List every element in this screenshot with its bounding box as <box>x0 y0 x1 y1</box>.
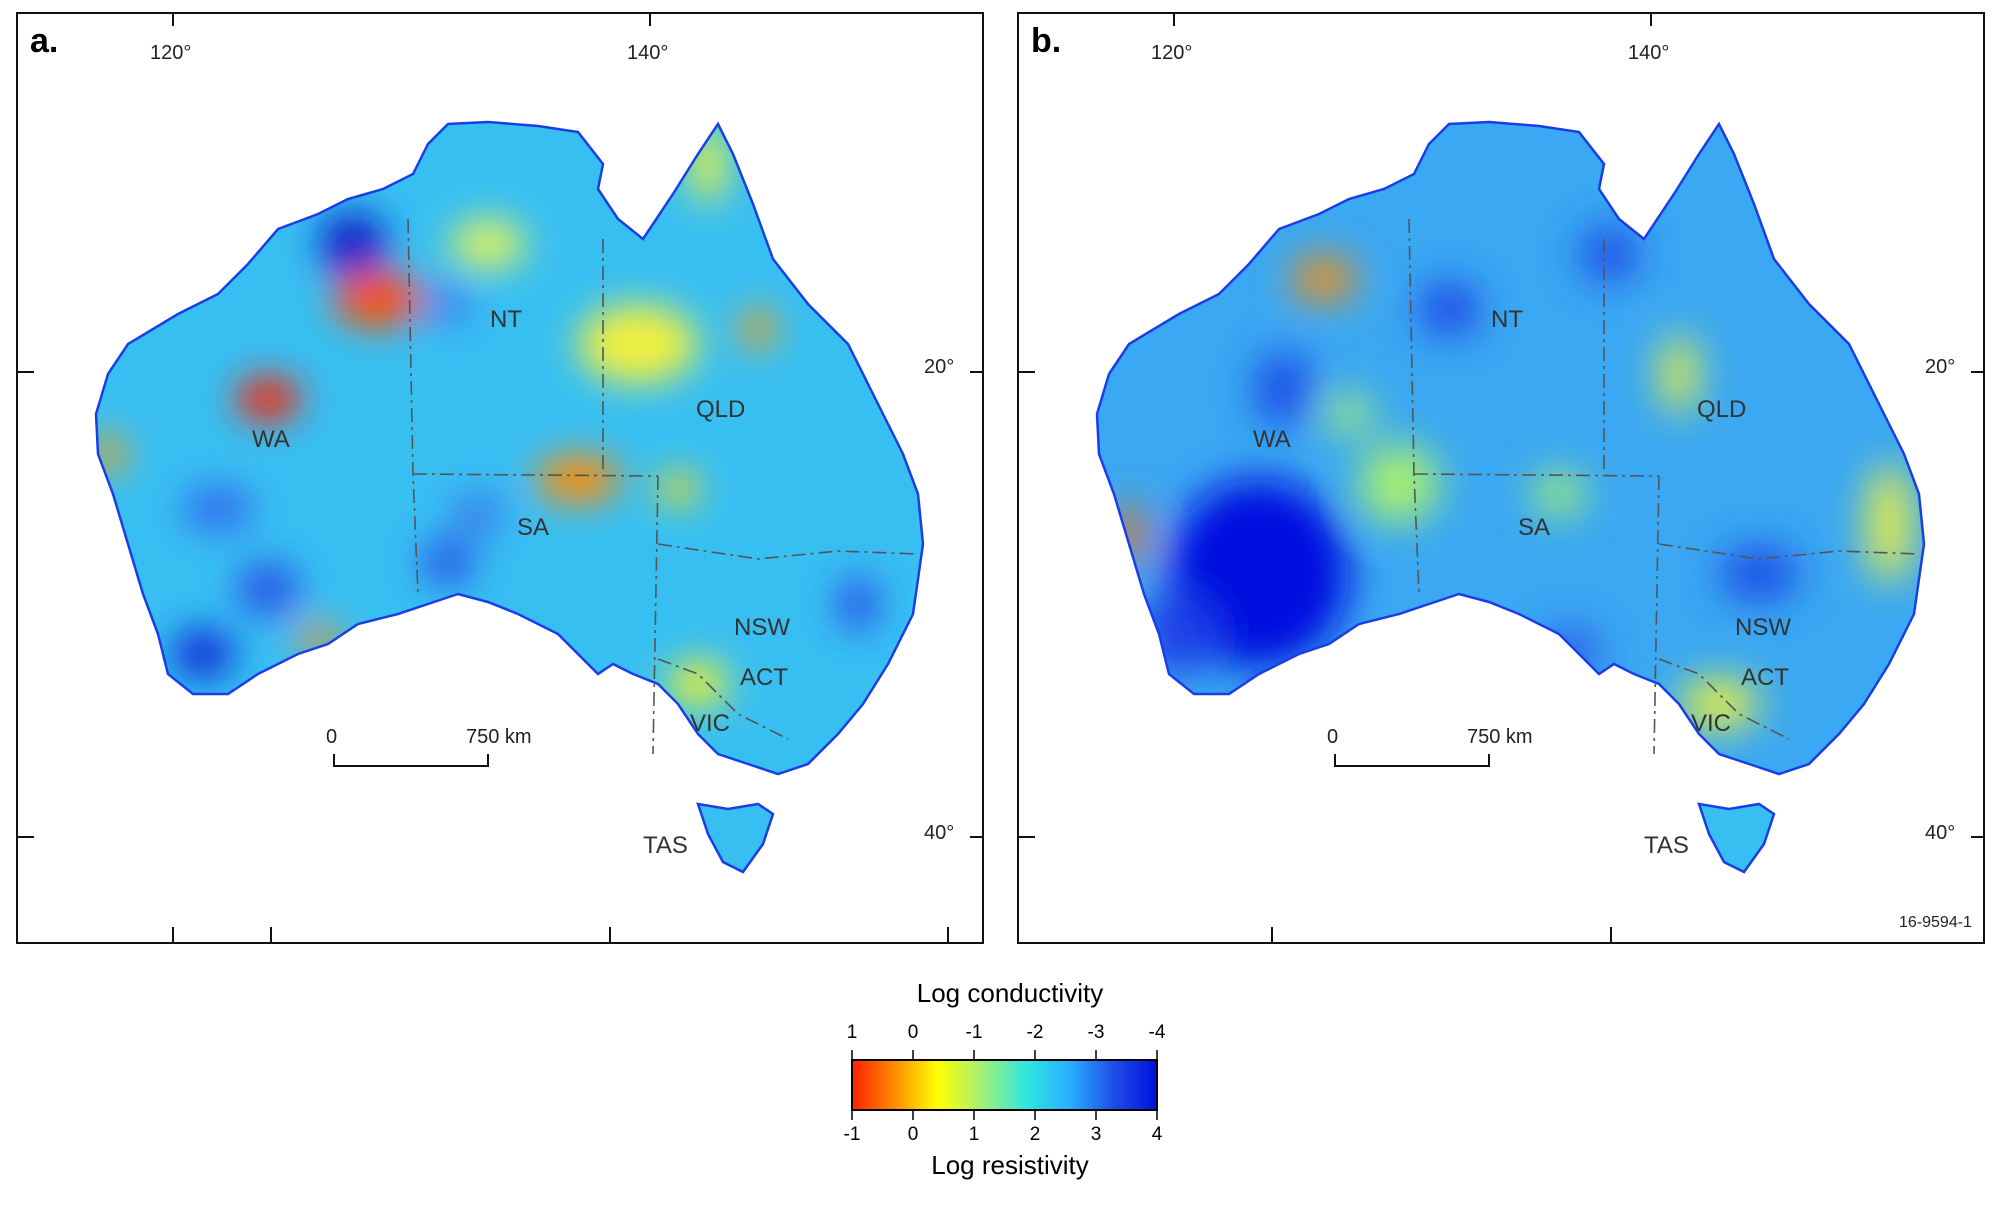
region-label-vic: VIC <box>1691 710 1732 737</box>
conductivity-tick: -3 <box>1087 1022 1105 1043</box>
australia-map-b <box>1019 14 1983 942</box>
region-label-wa: WA <box>1253 426 1291 453</box>
region-label-sa: SA <box>517 514 550 541</box>
region-label-tas: TAS <box>643 832 688 859</box>
lon-label-120: 120° <box>150 42 192 64</box>
region-label-act: ACT <box>740 664 788 691</box>
legend-title-resistivity: Log resistivity <box>931 1150 1089 1180</box>
conductivity-tick: -4 <box>1148 1022 1166 1043</box>
colorbar <box>851 1050 1158 1120</box>
resistivity-tick: 3 <box>1090 1124 1102 1145</box>
region-label-nt: NT <box>490 306 522 333</box>
region-label-nsw: NSW <box>734 614 790 641</box>
region-label-nsw: NSW <box>1735 614 1791 641</box>
conductivity-tick: -2 <box>1026 1022 1044 1043</box>
scalebar-start: 0 <box>326 726 338 748</box>
region-label-nt: NT <box>1491 306 1523 333</box>
resistivity-tick: 0 <box>907 1124 919 1145</box>
australia-map-a <box>18 14 982 942</box>
region-label-tas: TAS <box>1644 832 1689 859</box>
lon-label-140: 140° <box>627 42 669 64</box>
scalebar-end: 750 km <box>1467 726 1533 748</box>
region-label-qld: QLD <box>696 396 746 423</box>
scalebar-end: 750 km <box>466 726 532 748</box>
region-label-act: ACT <box>1741 664 1789 691</box>
conductivity-tick: -1 <box>965 1022 983 1043</box>
conductivity-tick: 1 <box>846 1022 858 1043</box>
region-label-qld: QLD <box>1697 396 1747 423</box>
lon-label-140: 140° <box>1628 42 1670 64</box>
region-label-vic: VIC <box>690 710 731 737</box>
scalebar-start: 0 <box>1327 726 1339 748</box>
figure-code: 16-9594-1 <box>1899 914 1972 931</box>
region-label-wa: WA <box>252 426 290 453</box>
resistivity-tick: 1 <box>968 1124 980 1145</box>
legend-title-conductivity: Log conductivity <box>916 978 1104 1008</box>
resistivity-tick: 2 <box>1029 1124 1041 1145</box>
map-panel-a: a. <box>16 12 984 944</box>
lat-label-40: 40° <box>1925 822 1956 844</box>
map-panel-b: b. <box>1017 12 1985 944</box>
color-legend: Log conductivity 1 0 -1 -2 -3 -4 <box>840 978 1180 1218</box>
lat-label-20: 20° <box>924 356 955 378</box>
resistivity-tick: 4 <box>1151 1124 1163 1145</box>
resistivity-tick: -1 <box>843 1124 861 1145</box>
panel-letter: b. <box>1031 22 1062 60</box>
conductivity-tick: 0 <box>907 1022 919 1043</box>
region-label-sa: SA <box>1518 514 1551 541</box>
lat-label-20: 20° <box>1925 356 1956 378</box>
lon-label-120: 120° <box>1151 42 1193 64</box>
lat-label-40: 40° <box>924 822 955 844</box>
panel-letter: a. <box>30 22 59 60</box>
